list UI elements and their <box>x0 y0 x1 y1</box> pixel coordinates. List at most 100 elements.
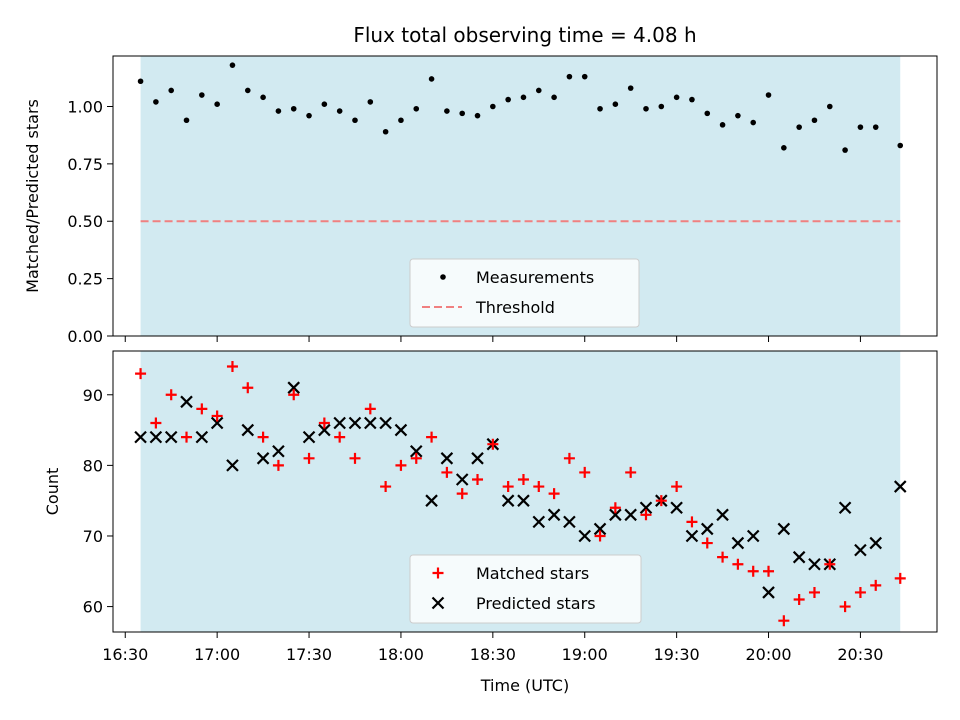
measurement-point <box>535 87 542 94</box>
predicted-star-point <box>893 480 907 493</box>
measurement-point <box>336 108 343 114</box>
predicted-star-point <box>379 416 392 430</box>
matched-star-point <box>226 361 238 373</box>
matched-star-point <box>686 516 698 528</box>
y-tick-label: 0.50 <box>67 212 103 231</box>
measurement-point <box>137 78 144 85</box>
predicted-star-point <box>838 501 852 515</box>
matched-star-point <box>870 579 882 591</box>
measurement-point <box>811 117 818 124</box>
matched-star-point <box>839 601 851 613</box>
matched-star-point <box>334 431 346 443</box>
measurement-point <box>290 105 297 112</box>
measurement-point <box>857 124 864 130</box>
top-x-ticks <box>124 336 861 342</box>
predicted-star-point <box>624 508 637 522</box>
measurement-point <box>597 105 603 112</box>
matched-star-point <box>257 431 269 443</box>
predicted-star-point <box>455 473 469 486</box>
legend-matched-marker <box>432 567 444 579</box>
measurement-point <box>444 108 450 114</box>
measurement-point <box>474 112 481 119</box>
measurement-point <box>367 99 374 105</box>
legend-measurements-label: Measurements <box>476 268 594 287</box>
predicted-star-point <box>210 416 224 430</box>
matched-star-point <box>364 403 376 415</box>
measurement-point <box>413 105 420 112</box>
matched-star-point <box>456 488 468 500</box>
matched-star-point <box>242 382 254 394</box>
predicted-star-point <box>302 430 316 444</box>
matched-star-point <box>763 565 775 577</box>
measurement-point <box>750 119 757 126</box>
x-tick-label: 20:00 <box>745 645 791 664</box>
measurement-point <box>153 99 159 105</box>
count-points <box>134 361 907 627</box>
predicted-star-point <box>762 586 775 599</box>
top-axes-frame <box>112 55 938 337</box>
top-y-axis-label: Matched/Predicted stars <box>23 99 42 293</box>
predicted-star-point <box>394 423 408 437</box>
matched-star-point <box>181 431 193 443</box>
matched-star-point <box>793 594 805 606</box>
predicted-star-point <box>578 529 592 543</box>
measurement-point <box>260 94 266 101</box>
measurement-point <box>566 73 573 80</box>
predicted-star-point <box>777 522 791 536</box>
predicted-star-point <box>409 444 423 458</box>
matched-star-point <box>150 417 162 429</box>
measurement-point <box>627 85 634 91</box>
measurement-point <box>244 87 251 94</box>
predicted-star-point <box>425 494 438 507</box>
measurement-point <box>796 124 802 130</box>
matched-star-point <box>395 459 407 471</box>
predicted-star-point <box>440 452 454 465</box>
measurement-point <box>214 101 220 107</box>
measurement-point <box>704 110 711 117</box>
x-tick-label: 19:00 <box>562 645 608 664</box>
predicted-star-point <box>318 423 331 437</box>
bottom-y-axis-label: Count <box>43 468 62 516</box>
matched-star-point <box>778 615 790 627</box>
predicted-star-point <box>195 430 209 444</box>
measurement-point <box>505 96 511 103</box>
measurement-point <box>168 87 175 94</box>
matched-star-point <box>824 558 836 570</box>
matched-star-point <box>640 509 652 521</box>
measurement-point <box>490 103 496 110</box>
x-tick-label: 16:30 <box>102 645 148 664</box>
matched-star-point <box>472 473 484 485</box>
measurement-point <box>306 112 312 119</box>
measurement-point <box>826 103 833 110</box>
matched-star-point <box>854 586 866 598</box>
measurement-point <box>551 94 557 101</box>
matched-star-point <box>349 452 361 464</box>
legend-matched-label: Matched stars <box>476 564 589 583</box>
measurement-point <box>765 92 772 98</box>
matched-star-point <box>579 466 591 478</box>
measurement-point <box>398 117 404 124</box>
matched-star-point <box>165 389 177 401</box>
measurement-point <box>520 94 527 101</box>
predicted-star-point <box>854 543 867 557</box>
measurement-point <box>658 103 665 110</box>
measurement-point <box>781 145 787 151</box>
x-tick-label: 20:30 <box>837 645 883 664</box>
y-tick-label: 60 <box>83 598 103 617</box>
y-tick-label: 0.00 <box>67 327 103 346</box>
predicted-star-point <box>287 381 301 394</box>
y-tick-label: 1.00 <box>67 97 103 116</box>
measurement-point <box>275 108 282 114</box>
matched-star-point <box>563 452 575 464</box>
top-panel: 0.00 0.25 0.50 0.75 1.00 Matched/Predicted s… <box>23 55 938 346</box>
measurement-point <box>321 101 328 107</box>
y-tick-label: 0.25 <box>67 270 103 289</box>
matched-star-point <box>808 586 820 598</box>
measurement-point <box>352 117 358 124</box>
legend-box <box>409 554 642 624</box>
y-tick-label: 0.75 <box>67 155 103 174</box>
matched-star-point <box>894 572 906 584</box>
measurement-point <box>581 73 588 80</box>
predicted-star-point <box>226 459 239 472</box>
